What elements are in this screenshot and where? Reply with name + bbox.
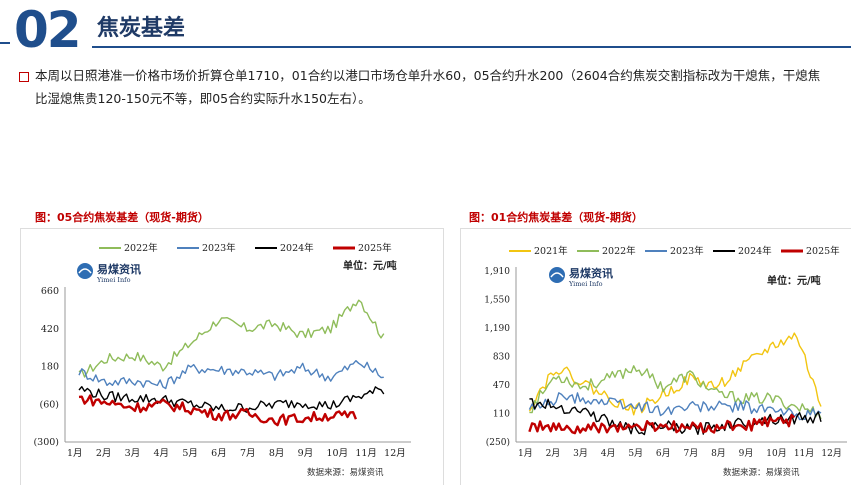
y-tick-label: 1,910	[484, 267, 510, 277]
legend-label: 2024年	[280, 242, 314, 254]
x-tick-label: 6月	[656, 448, 671, 459]
logo-text: 易煤资讯	[97, 262, 141, 276]
y-tick-label: (300)	[33, 437, 59, 448]
logo-circle-icon	[549, 267, 565, 283]
y-tick-label: (60)	[39, 399, 59, 410]
series-line-2021	[528, 332, 822, 416]
x-tick-label: 8月	[711, 448, 726, 459]
unit-label: 单位：元/吨	[343, 259, 397, 272]
x-tick-label: 5月	[182, 448, 198, 459]
series-line-2022	[78, 299, 385, 378]
source-label: 数据来源：易煤资讯	[307, 467, 384, 478]
logo-subtext: Yimei Info	[568, 280, 603, 288]
y-tick-label: 420	[41, 324, 59, 335]
series-line-2025	[528, 413, 796, 435]
series-line-2024	[78, 385, 385, 413]
x-tick-label: 10月	[327, 448, 349, 459]
x-tick-label: 11月	[355, 448, 377, 459]
x-tick-label: 12月	[384, 448, 406, 459]
legend-label: 2025年	[358, 242, 392, 254]
section-title: 焦炭基差	[97, 16, 186, 41]
y-tick-label: 470	[493, 381, 510, 391]
x-tick-label: 9月	[298, 448, 314, 459]
x-tick-label: 12月	[821, 448, 841, 459]
y-tick-label: 660	[41, 286, 59, 297]
legend-label: 2022年	[124, 242, 158, 254]
y-tick-label: 1,190	[484, 324, 510, 334]
x-tick-label: 3月	[573, 448, 588, 459]
series-line-2025	[78, 394, 358, 427]
section-number: 02	[14, 1, 82, 59]
logo-circle-icon	[77, 263, 93, 279]
legend-label: 2024年	[738, 245, 772, 257]
left-chart-caption: 图：05合约焦炭基差（现货-期货）	[35, 211, 209, 224]
bullet-text: 本周以日照港准一价格市场价折算仓单1710，01合约以港口市场仓单升水60，05…	[35, 68, 821, 106]
x-tick-label: 4月	[154, 448, 170, 459]
x-tick-label: 7月	[240, 448, 256, 459]
source-label: 数据来源：易煤资讯	[723, 467, 800, 478]
legend-label: 2022年	[602, 245, 636, 257]
logo-swoosh-icon	[550, 272, 564, 278]
left-chart-panel: 易煤资讯 Yimei Info 2022年 2023年 2024年 2025年单位：元/吨…	[20, 228, 444, 485]
right-chart-caption: 图：01合约焦炭基差（现货-期货）	[469, 211, 643, 224]
x-tick-label: 7月	[684, 448, 699, 459]
x-tick-label: 2月	[546, 448, 561, 459]
bullet-square-icon	[19, 72, 29, 82]
legend-label: 2025年	[806, 245, 840, 257]
y-tick-label: 830	[493, 353, 510, 363]
y-tick-label: 1,550	[484, 296, 510, 306]
x-tick-label: 9月	[739, 448, 754, 459]
header-rule	[92, 46, 851, 48]
x-tick-label: 10月	[766, 448, 786, 459]
legend-label: 2021年	[534, 245, 568, 257]
logo-swoosh-icon	[78, 268, 92, 274]
x-tick-label: 1月	[518, 448, 533, 459]
unit-label: 单位：元/吨	[767, 274, 821, 287]
x-tick-label: 1月	[67, 448, 83, 459]
y-tick-label: 110	[493, 410, 510, 420]
legend-label: 2023年	[202, 242, 236, 254]
y-tick-label: 180	[41, 362, 59, 373]
x-tick-label: 11月	[794, 448, 814, 459]
x-tick-label: 5月	[628, 448, 643, 459]
logo-subtext: Yimei Info	[96, 276, 131, 284]
series-line-2023	[528, 392, 822, 421]
x-tick-label: 6月	[211, 448, 227, 459]
legend-label: 2023年	[670, 245, 704, 257]
y-tick-label: (250)	[486, 437, 510, 448]
x-tick-label: 4月	[601, 448, 616, 459]
series-line-2022	[529, 365, 822, 420]
right-chart-panel: 易煤资讯 Yimei Info 2021年 2022年 2023年 2024年 2025年单…	[460, 228, 851, 485]
logo-text: 易煤资讯	[569, 266, 613, 280]
x-tick-label: 8月	[269, 448, 285, 459]
header-tick	[0, 42, 10, 44]
x-tick-label: 2月	[96, 448, 112, 459]
x-tick-label: 3月	[125, 448, 141, 459]
series-line-2023	[78, 359, 384, 390]
